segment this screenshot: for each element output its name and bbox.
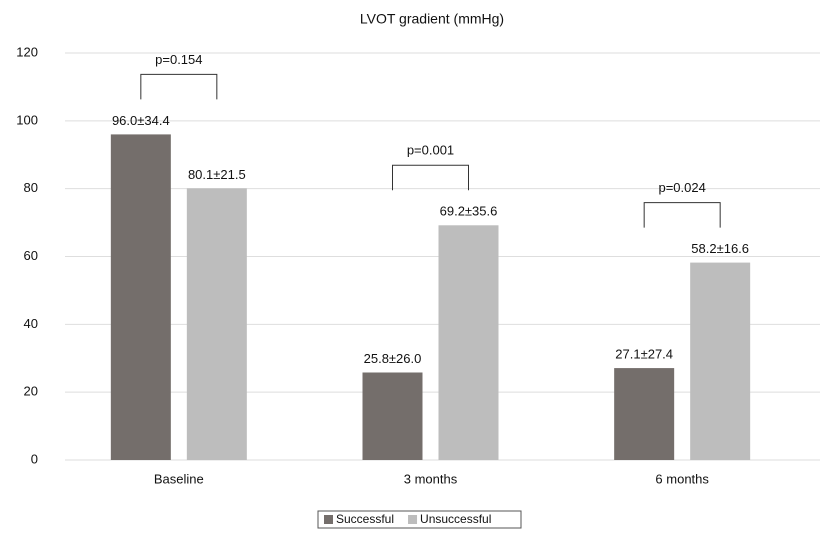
- x-tick-label: Baseline: [154, 471, 204, 486]
- annotation: p=0.154: [155, 52, 202, 67]
- legend-box: [317, 510, 522, 529]
- bar: [614, 368, 675, 460]
- value-label: 96.0±34.4: [112, 113, 170, 128]
- annotation: p=0.001: [407, 143, 454, 158]
- bar: [362, 372, 423, 460]
- y-tick-label: 100: [16, 112, 38, 127]
- x-tick-label: 6 months: [655, 471, 709, 486]
- legend-label: Successful: [336, 512, 394, 526]
- significance-bracket: [392, 164, 469, 191]
- value-label: 27.1±27.4: [615, 347, 673, 362]
- value-label: 25.8±26.0: [364, 351, 422, 366]
- significance-bracket: [643, 202, 721, 228]
- y-tick-label: 20: [24, 384, 38, 399]
- bar: [110, 134, 171, 460]
- legend-swatch: [324, 515, 333, 524]
- annotation: p=0.024: [658, 180, 705, 195]
- x-tick-label: 3 months: [404, 471, 458, 486]
- legend-label: Unsuccessful: [420, 512, 491, 526]
- legend-swatch: [408, 515, 418, 524]
- y-tick-label: 60: [24, 248, 38, 263]
- y-tick-label: 120: [16, 44, 38, 59]
- significance-bracket: [140, 73, 218, 100]
- bar: [186, 188, 247, 460]
- y-tick-label: 0: [31, 451, 38, 466]
- value-label: 58.2±16.6: [691, 241, 749, 256]
- chart-title: LVOT gradient (mmHg): [360, 11, 504, 27]
- y-tick-label: 40: [24, 316, 38, 331]
- bar: [690, 262, 751, 460]
- value-label: 69.2±35.6: [440, 204, 498, 219]
- bar: [438, 225, 499, 460]
- value-label: 80.1±21.5: [188, 167, 246, 182]
- y-tick-label: 80: [24, 180, 38, 195]
